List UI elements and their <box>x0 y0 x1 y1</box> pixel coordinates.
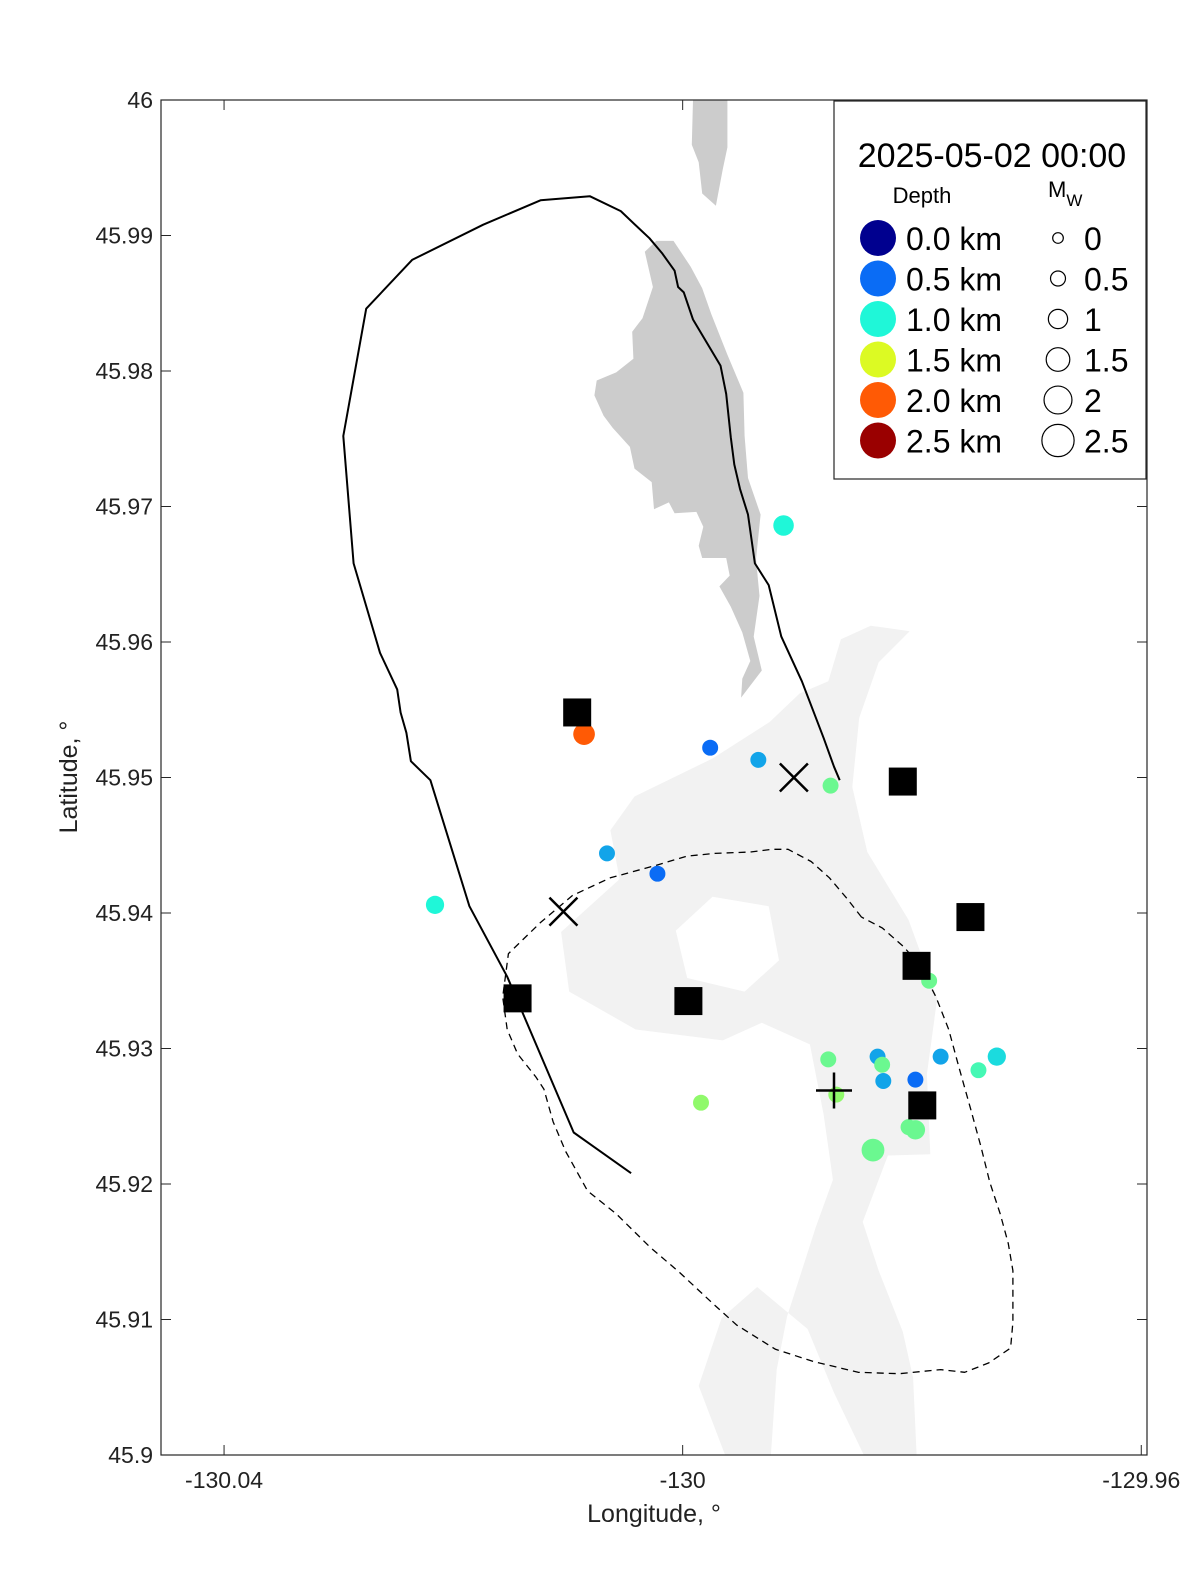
legend-depth-swatch <box>860 301 896 337</box>
earthquake-point <box>425 895 445 914</box>
y-tick-label: 45.95 <box>95 765 153 791</box>
legend-depth-swatch <box>860 260 896 297</box>
legend-depth-label: 1.0 km <box>906 302 1002 338</box>
earthquake-point <box>649 865 666 882</box>
legend-magnitude-label: 2 <box>1084 383 1102 419</box>
earthquake-point <box>970 1062 987 1079</box>
legend-depth-swatch <box>860 220 896 256</box>
legend-depth-label: 1.5 km <box>906 343 1002 379</box>
y-tick-label: 45.97 <box>95 494 153 520</box>
legend-magnitude-label: 1 <box>1084 302 1102 338</box>
earthquake-point <box>861 1138 885 1162</box>
earthquake-point <box>599 845 615 862</box>
station-square-marker <box>563 698 592 727</box>
earthquake-point <box>822 777 839 794</box>
legend-mag-heading-sub: W <box>1066 191 1082 210</box>
x-tick-label: -130 <box>660 1467 706 1493</box>
station-square-marker <box>908 1091 937 1120</box>
x-tick-label: -130.04 <box>185 1467 263 1493</box>
legend-depth-label: 0.0 km <box>906 221 1002 257</box>
ticks-layer: -130.04 -130 -129.96 45.9 45.91 45.92 45.93 45.… <box>95 87 1180 1493</box>
y-tick-label: 45.96 <box>95 629 153 655</box>
legend-mag-heading: MW <box>1048 177 1082 210</box>
earthquake-point <box>874 1056 891 1073</box>
y-tick-label: 45.98 <box>95 358 153 384</box>
y-axis-label: Latitude, ° <box>55 721 83 834</box>
legend-depth-swatch <box>860 422 896 459</box>
earthquake-point <box>820 1051 837 1068</box>
x-tick-label: -129.96 <box>1102 1467 1180 1493</box>
legend-depth-swatch <box>860 341 896 378</box>
earthquake-point <box>702 739 719 756</box>
legend-magnitude-swatch <box>1041 423 1075 458</box>
legend-magnitude-swatch <box>1049 270 1067 287</box>
legend-magnitude-label: 0 <box>1084 221 1102 257</box>
y-tick-label: 45.94 <box>95 900 153 926</box>
y-tick-label: 45.92 <box>95 1171 153 1197</box>
legend-magnitude-swatch <box>1047 308 1069 330</box>
earthquake-point <box>773 515 794 536</box>
legend: 2025-05-02 00:00 Depth MW 0.0 km 0.5 km 1.… <box>833 100 1147 480</box>
legend-magnitude-swatch <box>1043 385 1073 415</box>
y-tick-label: 45.99 <box>95 223 153 249</box>
x-marker <box>778 762 809 793</box>
x-marker <box>548 896 579 927</box>
legend-depth-label: 2.0 km <box>906 383 1002 419</box>
plus-marker <box>816 1072 853 1109</box>
legend-title: 2025-05-02 00:00 <box>858 137 1126 175</box>
solid-outline <box>342 195 841 1175</box>
y-tick-label: 46 <box>127 87 153 113</box>
landmass-shape <box>594 240 762 698</box>
plot-area <box>342 100 1014 1455</box>
station-square-marker <box>956 903 985 932</box>
bathymetry-shape <box>561 625 938 1455</box>
earthquake-point <box>905 1120 926 1140</box>
earthquake-point <box>987 1047 1006 1066</box>
legend-magnitude-label: 2.5 <box>1084 424 1128 460</box>
legend-depth-label: 2.5 km <box>906 424 1002 460</box>
earthquake-point <box>573 723 595 745</box>
marker-layer <box>425 515 1006 1162</box>
station-square-marker <box>888 767 917 796</box>
x-axis-label: Longitude, ° <box>587 1500 721 1528</box>
landmass-layer <box>594 100 762 698</box>
earthquake-point <box>875 1073 892 1089</box>
outline-layer <box>342 195 1014 1375</box>
y-tick-label: 45.91 <box>95 1307 153 1333</box>
legend-entries: 0.0 km 0.5 km 1.0 km 1.5 km 2.0 km 2.5 km 0 0.5… <box>860 220 1128 460</box>
y-tick-label: 45.9 <box>108 1442 153 1468</box>
earthquake-point <box>932 1048 949 1065</box>
station-square-marker <box>503 984 532 1013</box>
legend-magnitude-swatch <box>1045 347 1071 372</box>
landmass-shape <box>691 100 728 206</box>
earthquake-point <box>693 1094 709 1111</box>
legend-depth-label: 0.5 km <box>906 262 1002 298</box>
legend-magnitude-label: 1.5 <box>1084 343 1128 379</box>
bathymetry-layer <box>561 625 938 1455</box>
legend-depth-swatch <box>860 382 896 418</box>
earthquake-point <box>750 751 767 768</box>
legend-magnitude-swatch <box>1052 232 1064 244</box>
station-square-marker <box>674 987 703 1016</box>
legend-magnitude-label: 0.5 <box>1084 262 1128 298</box>
y-tick-label: 45.93 <box>95 1036 153 1062</box>
legend-depth-heading: Depth <box>893 183 952 208</box>
earthquake-point <box>907 1071 924 1088</box>
legend-mag-heading-main: M <box>1048 177 1066 202</box>
earthquake-point <box>828 1086 845 1103</box>
station-square-marker <box>902 951 931 980</box>
